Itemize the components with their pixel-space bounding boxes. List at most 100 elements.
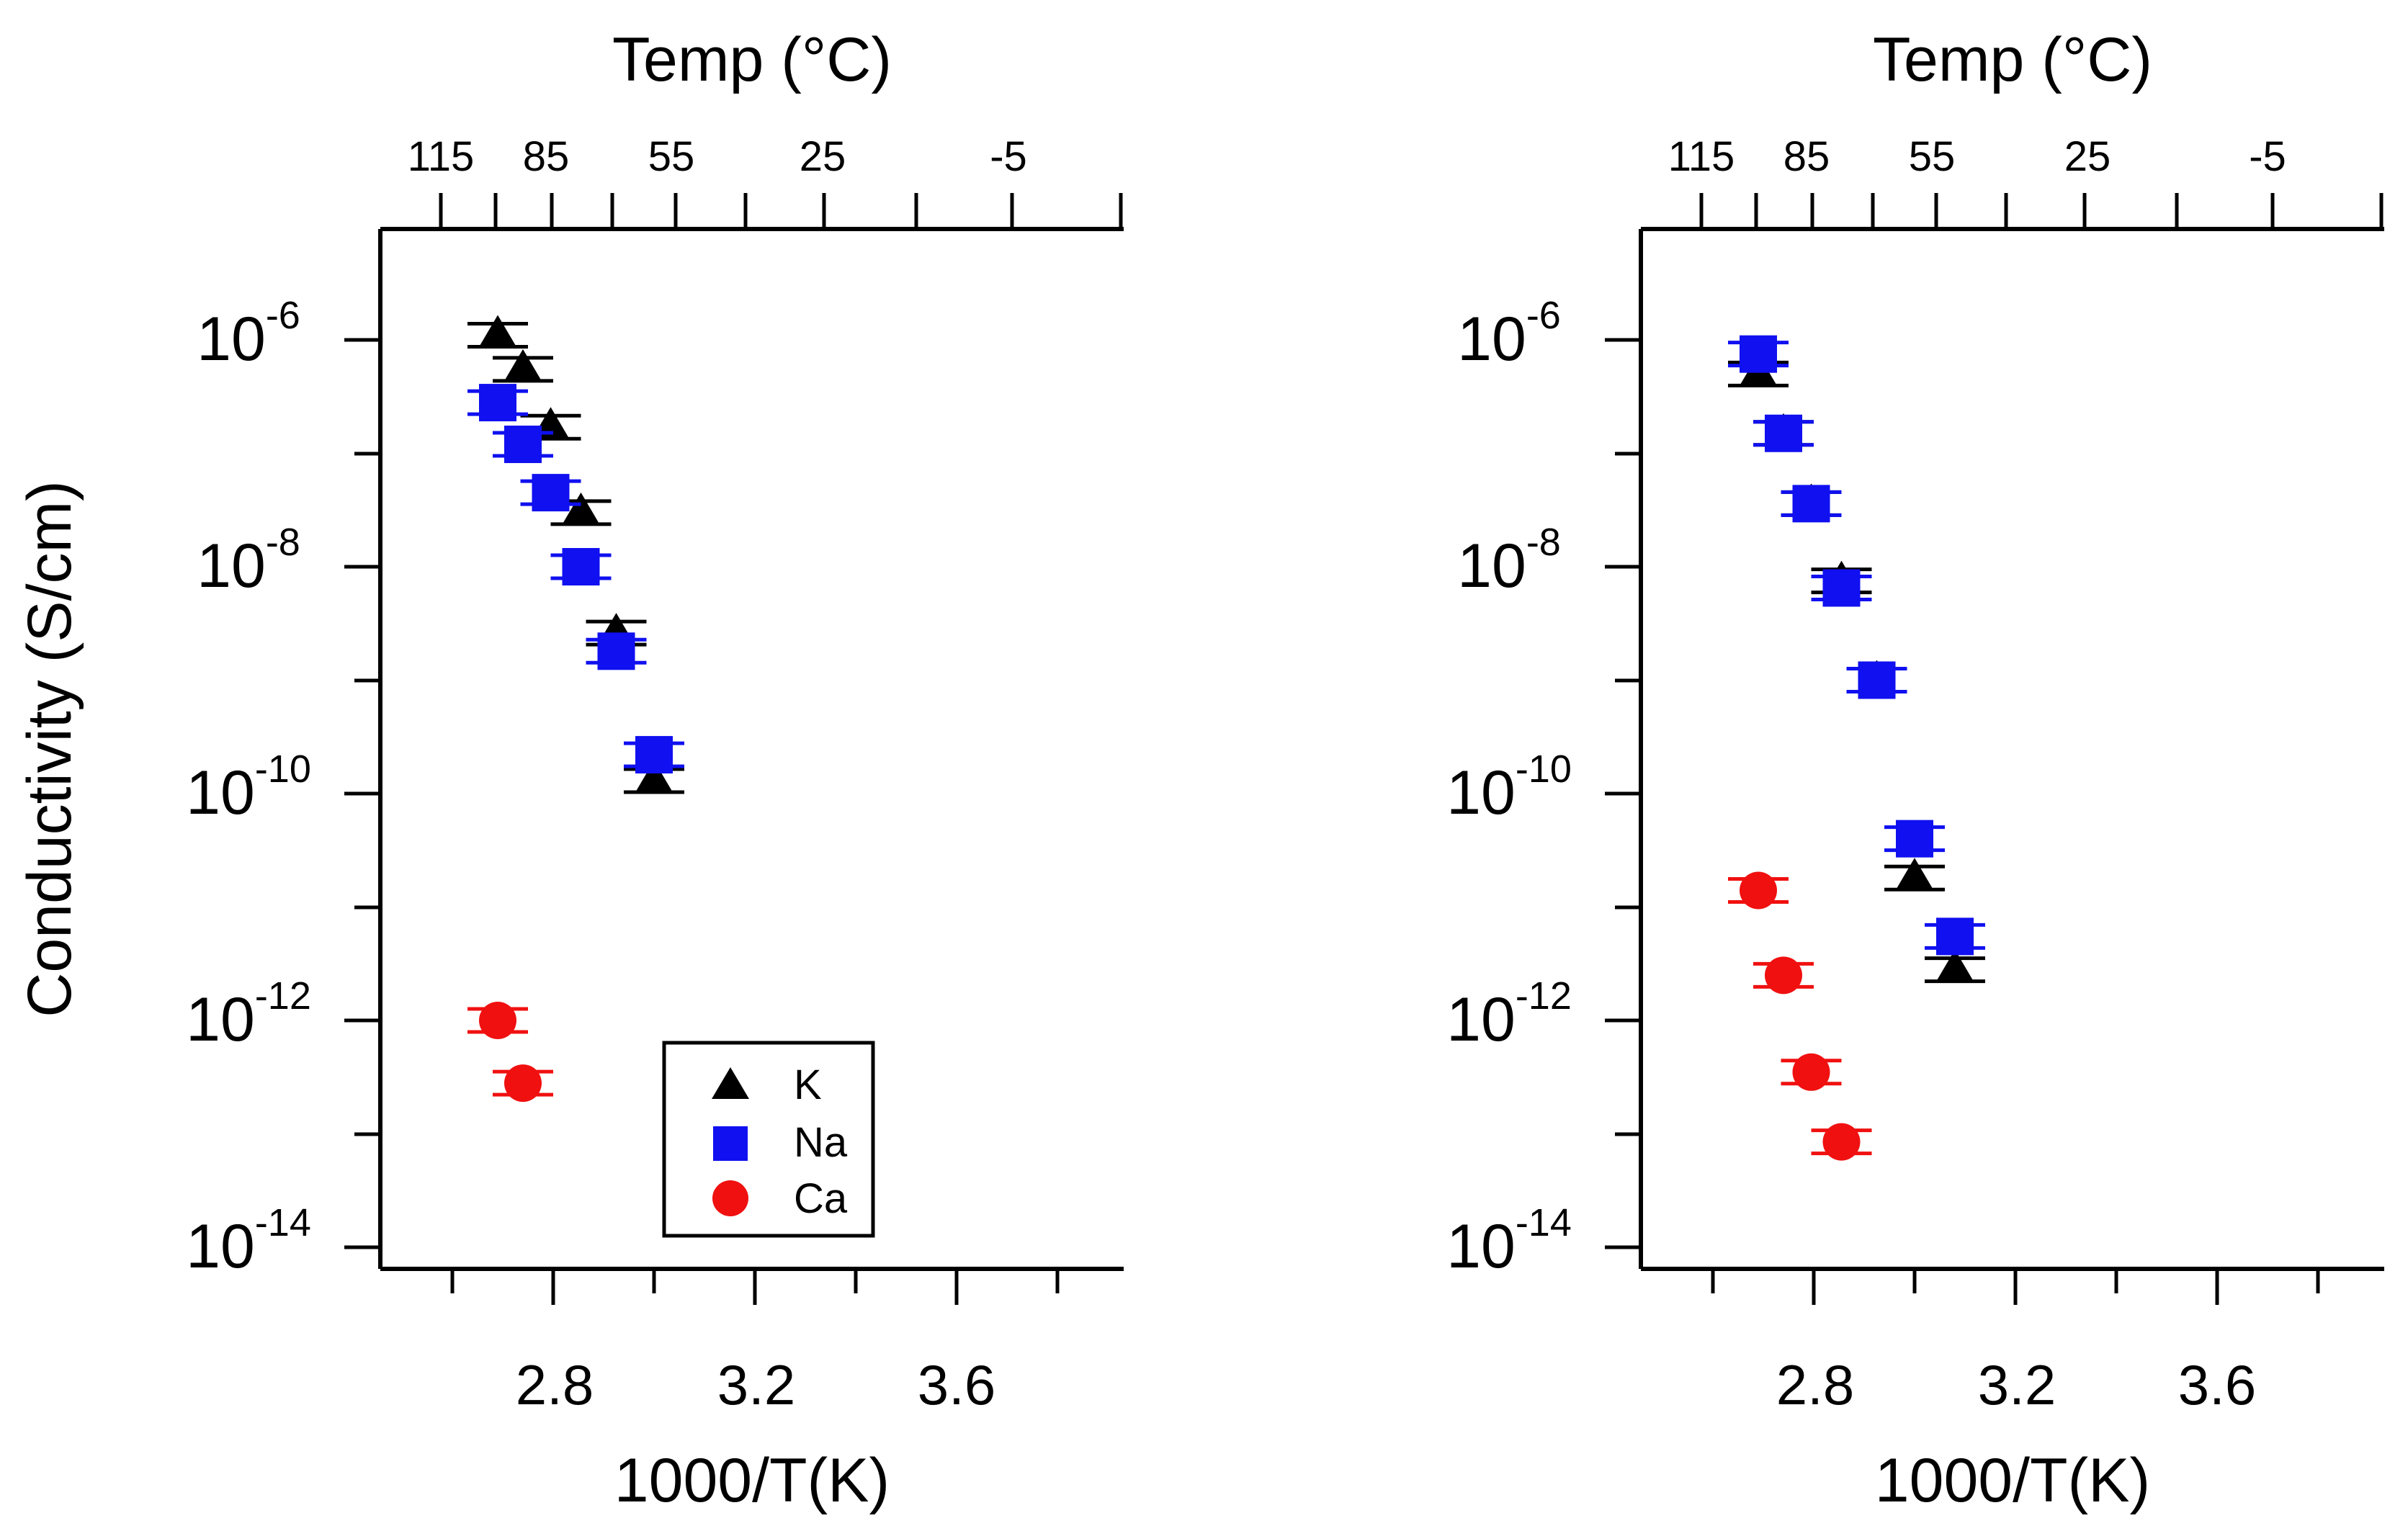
top-tick-label: -5: [990, 133, 1027, 180]
top-tick-label: 115: [408, 133, 474, 180]
data-point-na: [1811, 569, 1872, 607]
x-tick-label: 3.6: [2178, 1353, 2256, 1416]
data-point-na: [493, 426, 553, 464]
legend-label-ca: Ca: [794, 1175, 848, 1222]
x-tick-labels: 2.8 3.2 3.6: [516, 1353, 995, 1416]
y-tick-label: 10-12: [1446, 974, 1572, 1054]
data-point-na: [1781, 485, 1842, 523]
x-tick-label: 3.2: [717, 1353, 795, 1416]
marker-square: [1936, 917, 1974, 956]
top-tick-label: 25: [800, 133, 846, 180]
y-tick-label: 10-12: [186, 974, 311, 1054]
marker-square: [1858, 661, 1896, 699]
marker-square: [1896, 820, 1933, 858]
marker-square: [597, 632, 635, 670]
data-marks: [467, 315, 684, 1103]
data-point-k: [1884, 858, 1945, 892]
marker-triangle: [478, 315, 517, 349]
top-tick-labels: 115 85 55 25 -5: [1668, 133, 2286, 180]
data-point-na: [1884, 820, 1945, 858]
legend-ca-marker: [712, 1180, 748, 1216]
x-tick-label: 3.6: [918, 1353, 995, 1416]
marker-square: [1822, 569, 1861, 607]
y-tick-labels: 10-6 10-8 10-10 10-12 10-14: [186, 294, 311, 1281]
marker-triangle: [561, 492, 601, 526]
marker-circle: [1740, 871, 1777, 910]
x-tick-label: 2.8: [516, 1353, 594, 1416]
marker-triangle: [1935, 949, 1974, 983]
top-axis-title: Temp (°C): [612, 25, 892, 94]
left-panel: Temp (°C) 1000/T(K) Conductivity (S/cm) …: [15, 25, 1124, 1515]
data-point-na: [1753, 414, 1814, 452]
y-tick-label: 10-10: [1446, 747, 1572, 827]
marker-square: [479, 384, 516, 422]
y-tick-label: 10-8: [1457, 521, 1561, 601]
data-point-na: [550, 548, 612, 585]
x-tick-label: 2.8: [1776, 1353, 1854, 1416]
data-point-ca: [467, 1002, 528, 1039]
data-point-na: [1728, 335, 1789, 373]
marker-triangle: [503, 349, 542, 382]
data-point-na: [1846, 661, 1907, 699]
top-tick-label: 55: [1909, 133, 1956, 180]
marker-square: [504, 426, 542, 464]
legend-label-na: Na: [794, 1119, 848, 1166]
top-tick-label: 55: [648, 133, 695, 180]
x-axis-title: 1000/T(K): [614, 1446, 890, 1515]
top-ticks: [1699, 193, 2384, 229]
legend-box: [662, 1041, 875, 1238]
y-tick-label: 10-6: [197, 294, 300, 374]
y-tick-label: 10-10: [186, 747, 311, 827]
legend-na-marker: [713, 1126, 748, 1161]
marker-circle: [1822, 1123, 1861, 1161]
top-ticks: [439, 193, 1123, 229]
data-point-k: [1925, 949, 1985, 984]
top-tick-label: 25: [2064, 133, 2111, 180]
data-point-ca: [1811, 1123, 1872, 1161]
right-panel: Temp (°C) 1000/T(K) 115 85 55 25 -5: [1446, 25, 2384, 1515]
marker-circle: [479, 1002, 516, 1039]
data-point-na: [586, 632, 647, 670]
marker-triangle: [1895, 858, 1934, 892]
x-tick-label: 3.2: [1978, 1353, 2056, 1416]
y-ticks: [1605, 338, 1641, 1249]
x-ticks: [450, 1269, 1060, 1305]
data-point-na: [624, 736, 684, 774]
data-point-na: [1925, 917, 1985, 956]
y-axis-title: Conductivity (S/cm): [15, 480, 84, 1018]
marker-square: [562, 548, 600, 585]
y-tick-label: 10-8: [197, 521, 300, 601]
y-tick-label: 10-14: [1446, 1201, 1572, 1281]
legend: K Na Ca: [662, 1041, 875, 1238]
top-tick-label: 115: [1668, 133, 1735, 180]
marker-circle: [1765, 956, 1802, 995]
data-point-na: [467, 384, 528, 422]
data-point-ca: [1753, 956, 1814, 995]
marker-square: [635, 736, 673, 774]
data-point-na: [520, 474, 581, 512]
x-tick-labels: 2.8 3.2 3.6: [1776, 1353, 2256, 1416]
top-axis-title: Temp (°C): [1873, 25, 2152, 94]
marker-square: [1765, 414, 1802, 452]
y-tick-label: 10-6: [1457, 294, 1561, 374]
marker-circle: [504, 1064, 542, 1103]
top-tick-label: 85: [1783, 133, 1830, 180]
data-point-ca: [493, 1064, 553, 1103]
data-marks: [1728, 335, 1985, 1161]
top-tick-labels: 115 85 55 25 -5: [408, 133, 1027, 180]
legend-k-marker: [712, 1067, 749, 1099]
y-ticks: [344, 338, 380, 1249]
legend-label-k: K: [794, 1061, 822, 1108]
marker-square: [532, 474, 570, 512]
y-tick-label: 10-14: [186, 1201, 311, 1281]
marker-triangle: [635, 760, 673, 794]
x-axis-title: 1000/T(K): [1875, 1446, 2150, 1515]
data-point-k: [493, 349, 553, 383]
top-tick-label: -5: [2249, 133, 2286, 180]
x-ticks: [1711, 1269, 2320, 1305]
data-point-k: [467, 315, 528, 349]
y-tick-labels: 10-6 10-8 10-10 10-12 10-14: [1446, 294, 1572, 1281]
data-point-ca: [1781, 1053, 1842, 1091]
top-tick-label: 85: [523, 133, 570, 180]
